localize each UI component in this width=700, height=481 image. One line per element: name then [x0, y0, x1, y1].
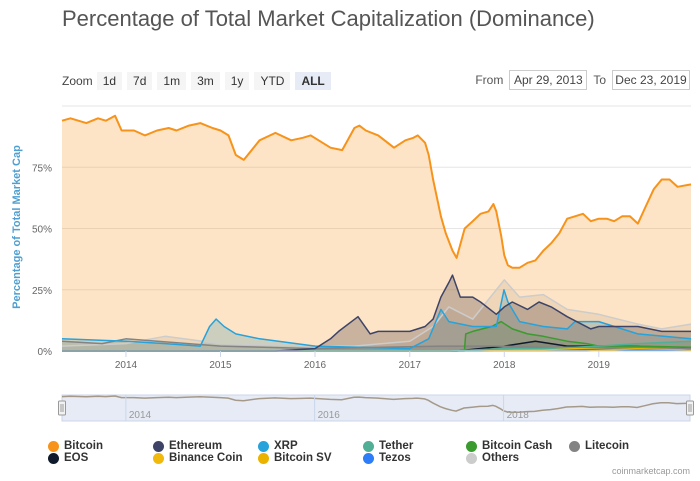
legend-marker: [48, 452, 59, 464]
navigator-handle-right[interactable]: [686, 400, 694, 416]
zoom-bar: Zoom 1d 7d 1m 3m 1y YTD ALL: [62, 71, 336, 91]
legend-label: EOS: [64, 452, 89, 464]
y-axis-label: Percentage of Total Market Cap: [11, 145, 23, 309]
x-tick-label: 2018: [493, 360, 516, 371]
from-label: From: [475, 73, 504, 87]
y-tick-label: 0%: [38, 347, 53, 358]
line-ethereum: [62, 274, 691, 352]
zoom-1m-button[interactable]: 1m: [157, 72, 187, 90]
legend-item-ethereum[interactable]: Ethereum: [153, 440, 222, 452]
zoom-1d-button[interactable]: 1d: [96, 72, 123, 90]
x-tick-label: 2019: [588, 360, 611, 371]
x-tick-label: 2017: [399, 360, 422, 371]
legend-item-bitcoin-cash[interactable]: Bitcoin Cash: [466, 440, 552, 452]
zoom-all-button[interactable]: ALL: [295, 72, 331, 90]
zoom-label: Zoom: [62, 74, 93, 88]
legend-item-xrp[interactable]: XRP: [258, 440, 298, 452]
legend-item-litecoin[interactable]: Litecoin: [569, 440, 629, 452]
area-bitcoin: [62, 115, 691, 351]
x-tick-label: 2014: [115, 360, 138, 371]
legend-marker: [48, 440, 59, 452]
legend-label: Tezos: [379, 452, 411, 464]
legend-marker: [153, 440, 164, 452]
legend-marker: [363, 452, 374, 464]
legend-marker: [363, 440, 374, 452]
legend-label: Binance Coin: [169, 452, 243, 464]
y-tick-label: 75%: [32, 163, 52, 174]
navigator-tick-label: 2018: [507, 410, 530, 421]
line-bitcoin: [61, 114, 692, 269]
legend-marker: [153, 452, 164, 464]
legend-item-bitcoin[interactable]: Bitcoin: [48, 440, 103, 452]
legend-label: Others: [482, 452, 520, 464]
legend-label: Bitcoin Cash: [482, 440, 553, 452]
line-others: [61, 279, 692, 347]
legend-marker: [466, 440, 477, 452]
legend-label: Bitcoin: [64, 440, 103, 452]
area-others: [62, 279, 691, 351]
legend-label: XRP: [274, 440, 298, 452]
legend-item-bitcoin-sv[interactable]: Bitcoin SV: [258, 452, 332, 464]
legend-item-binance-coin[interactable]: Binance Coin: [153, 452, 242, 464]
to-date-input[interactable]: [612, 70, 690, 90]
to-label: To: [593, 73, 606, 87]
legend-label: Litecoin: [585, 440, 630, 452]
chart-title: Percentage of Total Market Capitalizatio…: [62, 6, 595, 31]
zoom-7d-button[interactable]: 7d: [127, 72, 153, 90]
legend-item-eos[interactable]: EOS: [48, 452, 88, 464]
y-tick-label: 50%: [32, 225, 52, 236]
area-ethereum: [62, 275, 691, 351]
area-xrp: [62, 289, 691, 351]
navigator-tick-label: 2014: [129, 410, 152, 421]
legend-label: Bitcoin SV: [274, 452, 332, 464]
navigator-tick-label: 2016: [318, 410, 341, 421]
legend-item-others[interactable]: Others: [466, 452, 519, 464]
legend-marker: [466, 452, 477, 464]
legend-marker: [569, 440, 580, 452]
credit-text: coinmarketcap.com: [611, 466, 690, 476]
legend-marker: [258, 452, 269, 464]
legend-item-tezos[interactable]: Tezos: [363, 452, 411, 464]
legend-label: Tether: [379, 440, 414, 452]
y-tick-label: 25%: [32, 286, 52, 297]
legend-label: Ethereum: [169, 440, 223, 452]
legend-item-tether[interactable]: Tether: [363, 440, 413, 452]
line-xrp: [61, 289, 692, 350]
zoom-1y-button[interactable]: 1y: [224, 72, 250, 90]
navigator-series-line: [61, 395, 691, 413]
x-tick-label: 2016: [304, 360, 327, 371]
area-bitcoin-cash: [62, 321, 691, 351]
navigator[interactable]: 2014 2016 2018: [58, 394, 694, 422]
axes: 0% 25% 50% 75% 2014 2015 2016 2017 2018 2019: [32, 163, 691, 371]
date-range-selector: From To: [469, 70, 690, 90]
navigator-window[interactable]: [61, 394, 691, 422]
navigator-handle-left[interactable]: [58, 400, 66, 416]
from-date-input[interactable]: [509, 70, 588, 90]
legend-marker: [258, 440, 269, 452]
x-tick-label: 2015: [209, 360, 232, 371]
zoom-3m-button[interactable]: 3m: [191, 72, 220, 90]
zoom-ytd-button[interactable]: YTD: [254, 72, 291, 90]
series-areas: [62, 115, 691, 351]
gridlines: [62, 105, 691, 291]
